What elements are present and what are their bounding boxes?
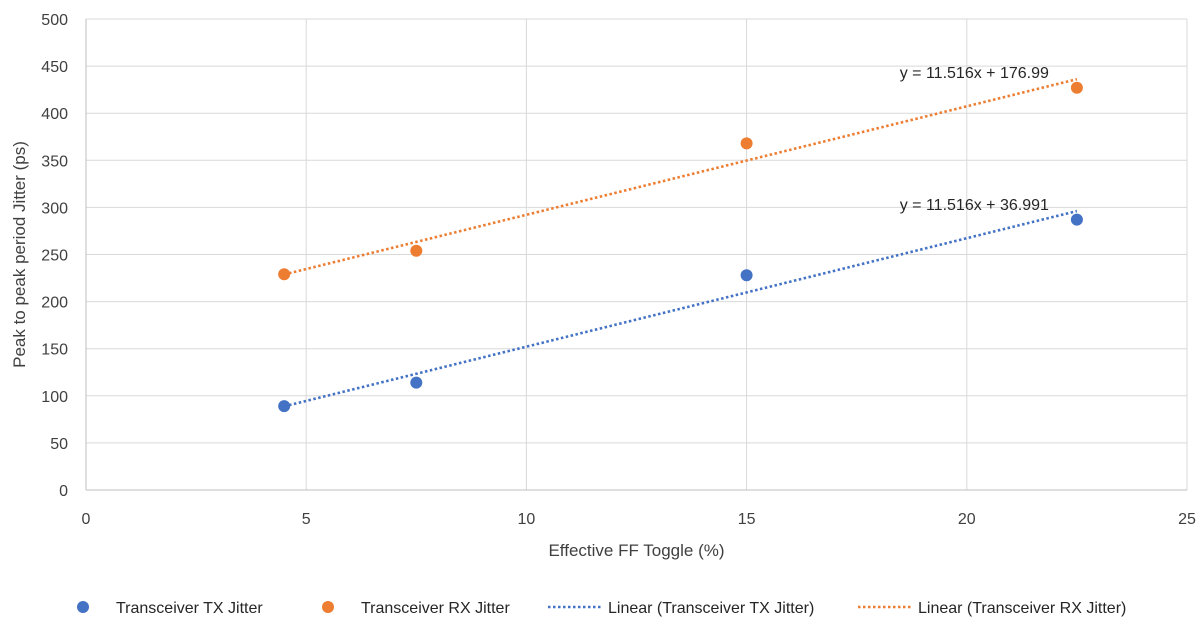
y-tick-label: 50 [50, 436, 68, 453]
x-tick-label: 5 [302, 511, 311, 528]
y-tick-label: 350 [41, 153, 68, 170]
y-tick-label: 0 [59, 483, 68, 500]
data-point-tx [740, 269, 753, 282]
tick-labels: 0 50 100 150 200 250 300 350 400 450 500 0 5 10 15 20 25 [41, 12, 1196, 528]
x-tick-label: 10 [518, 511, 536, 528]
y-tick-label: 400 [41, 106, 68, 123]
y-tick-label: 100 [41, 389, 68, 406]
data-point-rx [410, 244, 423, 257]
y-tick-label: 250 [41, 248, 68, 265]
y-tick-label: 150 [41, 342, 68, 359]
legend: Transceiver TX Jitter Transceiver RX Jitt… [77, 600, 1126, 617]
trendlines [283, 77, 1078, 408]
trendline-rx [283, 77, 1078, 276]
axes [85, 19, 1187, 491]
legend-item-rx-linear-label: Linear (Transceiver RX Jitter) [918, 600, 1126, 617]
data-point-rx [278, 268, 291, 281]
legend-item-tx-linear-label: Linear (Transceiver TX Jitter) [608, 600, 814, 617]
trendline-tx [283, 209, 1078, 408]
trendline-equation-tx: y = 11.516x + 36.991 [900, 197, 1049, 214]
data-point-rx [1070, 81, 1083, 94]
data-point-tx [410, 376, 423, 389]
y-tick-label: 200 [41, 295, 68, 312]
x-tick-label: 15 [738, 511, 756, 528]
x-tick-label: 20 [958, 511, 976, 528]
legend-item-tx-marker [77, 601, 89, 613]
legend-item-tx-label: Transceiver TX Jitter [116, 600, 263, 617]
trendline-equations: y = 11.516x + 36.991 y = 11.516x + 176.99 [900, 65, 1049, 214]
x-axis-label: Effective FF Toggle (%) [548, 541, 724, 560]
y-tick-label: 450 [41, 59, 68, 76]
x-tick-label: 0 [82, 511, 91, 528]
data-point-rx [740, 137, 753, 150]
legend-item-rx-label: Transceiver RX Jitter [361, 600, 510, 617]
data-point-tx [278, 400, 291, 413]
y-tick-label: 300 [41, 200, 68, 217]
y-axis-label: Peak to peak period Jitter (ps) [10, 141, 29, 368]
legend-item-rx-marker [322, 601, 334, 613]
gridlines [86, 18, 1188, 490]
y-tick-label: 500 [41, 12, 68, 29]
trendline-equation-rx: y = 11.516x + 176.99 [900, 65, 1049, 82]
x-tick-label: 25 [1178, 511, 1196, 528]
data-point-tx [1070, 213, 1083, 226]
data-points [278, 81, 1083, 413]
